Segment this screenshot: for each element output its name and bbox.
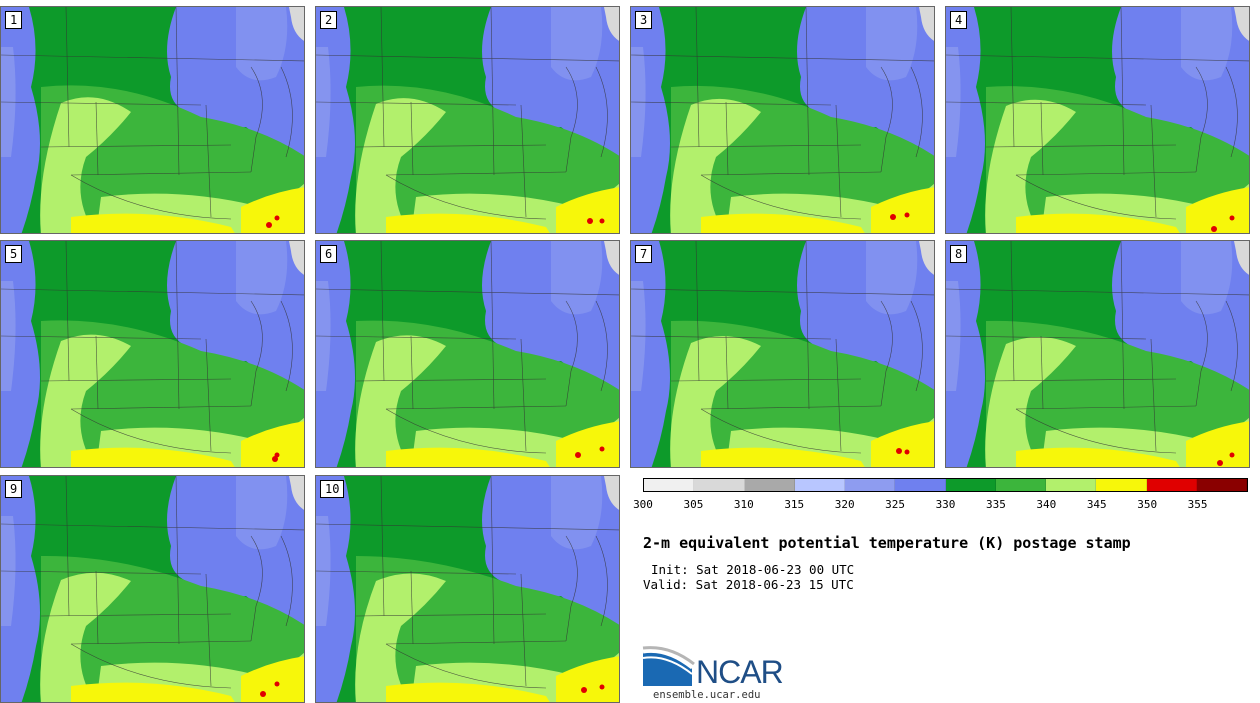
figure-title: 2-m equivalent potential temperature (K)… xyxy=(643,534,1131,552)
colorbar-segment xyxy=(995,479,1046,491)
colorbar-segment xyxy=(694,479,745,491)
colorbar-tick-label: 325 xyxy=(885,498,906,511)
map-panel-4: 4 xyxy=(945,6,1250,234)
colorbar-segment xyxy=(1046,479,1097,491)
colorbar-segment xyxy=(1196,479,1247,491)
colorbar-tick-label: 305 xyxy=(683,498,704,511)
panel-label: 3 xyxy=(635,11,653,29)
map-panel-3: 3 xyxy=(630,6,935,234)
ncar-logo-text: NCAR xyxy=(696,654,784,690)
panel-label: 10 xyxy=(320,480,345,498)
init-time: Init: Sat 2018-06-23 00 UTC xyxy=(651,562,855,577)
map-panel-8: 8 xyxy=(945,240,1250,468)
map-panel-1: 1 xyxy=(0,6,305,234)
colorbar-segment xyxy=(1096,479,1147,491)
panel-label: 7 xyxy=(635,245,653,263)
colorbar-segment xyxy=(895,479,946,491)
panel-label: 4 xyxy=(950,11,968,29)
colorbar-tick-label: 330 xyxy=(935,498,956,511)
map-panel-10: 10 xyxy=(315,475,620,703)
colorbar-tick-label: 335 xyxy=(985,498,1006,511)
colorbar-tick-label: 315 xyxy=(784,498,805,511)
colorbar-tick-label: 310 xyxy=(733,498,754,511)
colorbar-segment xyxy=(1146,479,1197,491)
panel-label: 8 xyxy=(950,245,968,263)
colorbar-tick-label: 345 xyxy=(1086,498,1107,511)
colorbar-segment xyxy=(794,479,845,491)
ncar-logo-icon xyxy=(642,646,695,686)
panel-label: 1 xyxy=(5,11,23,29)
ncar-url: ensemble.ucar.edu xyxy=(653,689,761,701)
map-panel-5: 5 xyxy=(0,240,305,468)
map-panel-9: 9 xyxy=(0,475,305,703)
colorbar-tick-label: 320 xyxy=(834,498,855,511)
colorbar-segment xyxy=(644,479,695,491)
colorbar xyxy=(643,478,1248,492)
panel-label: 2 xyxy=(320,11,338,29)
panel-label: 9 xyxy=(5,480,23,498)
colorbar-tick-label: 350 xyxy=(1137,498,1158,511)
colorbar-tick-label: 300 xyxy=(633,498,653,511)
panel-label: 5 xyxy=(5,245,23,263)
valid-time: Valid: Sat 2018-06-23 15 UTC xyxy=(643,577,854,592)
panel-label: 6 xyxy=(320,245,338,263)
map-panel-7: 7 xyxy=(630,240,935,468)
colorbar-tick-label: 355 xyxy=(1187,498,1208,511)
colorbar-tick-label: 340 xyxy=(1036,498,1057,511)
colorbar-segment xyxy=(945,479,996,491)
colorbar-segment xyxy=(744,479,795,491)
map-panel-6: 6 xyxy=(315,240,620,468)
map-panel-2: 2 xyxy=(315,6,620,234)
colorbar-segment xyxy=(845,479,896,491)
